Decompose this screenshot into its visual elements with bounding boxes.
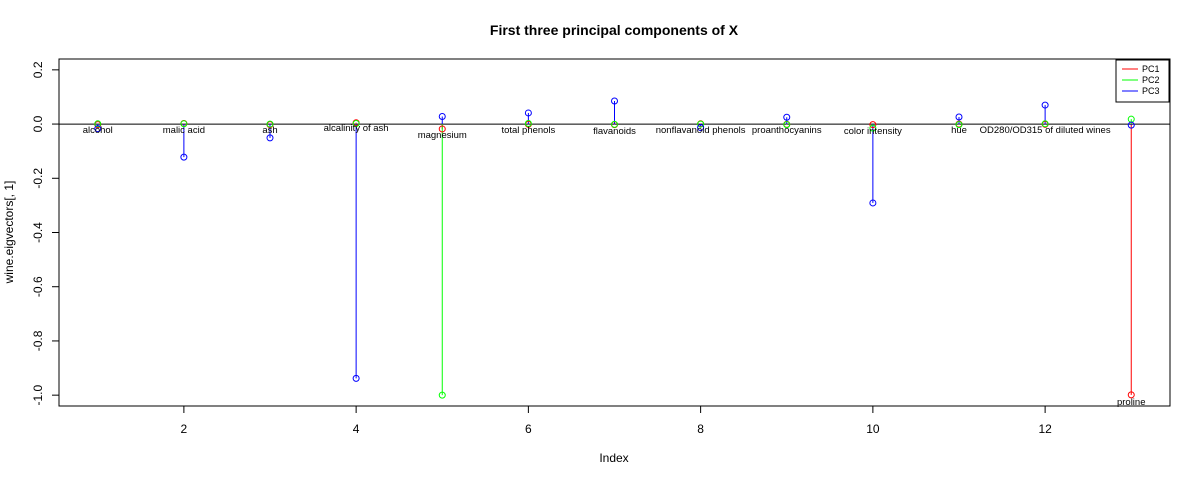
x-tick-label: 8: [697, 422, 704, 436]
legend-box: [1115, 59, 1170, 103]
variable-label: alcohol: [83, 125, 113, 136]
point-pc2: [180, 120, 188, 128]
point-pc3: [1041, 101, 1049, 109]
point-pc3: [611, 97, 618, 105]
x-tick-label: 4: [353, 422, 360, 436]
point-pc3: [955, 113, 963, 121]
point-pc2: [1041, 120, 1049, 128]
y-tick-label: -0.4: [31, 222, 45, 243]
variable-label: magnesium: [418, 130, 467, 141]
variable-label: ash: [262, 125, 277, 136]
point-pc3: [1127, 121, 1135, 129]
point-pc2: [352, 120, 360, 128]
legend-label-pc1: PC1: [1142, 64, 1160, 74]
variable-label: total phenols: [501, 125, 555, 136]
variable-label: flavanoids: [593, 126, 636, 137]
variable-label: hue: [951, 125, 967, 136]
x-tick-label: 6: [525, 422, 532, 436]
point-pc3: [94, 125, 102, 133]
variable-label: color intensity: [844, 126, 902, 137]
x-tick-label: 12: [1038, 422, 1052, 436]
legend-label-pc2: PC2: [1142, 75, 1160, 85]
point-pc2: [697, 120, 705, 128]
point-pc2: [783, 121, 791, 129]
x-tick-label: 10: [866, 422, 880, 436]
point-pc3: [352, 374, 360, 382]
chart-title: First three principal components of X: [490, 22, 739, 38]
point-pc1: [1127, 391, 1135, 399]
point-pc3: [869, 199, 877, 207]
y-axis-label: wine.eigvectors[, 1]: [2, 181, 16, 285]
point-pc3: [697, 124, 705, 132]
point-pc2: [438, 391, 446, 399]
point-pc3: [438, 112, 446, 120]
variable-label: malic acid: [163, 125, 205, 136]
y-tick-label: 0.0: [31, 115, 45, 132]
plot-area: 2 4 6 8 10 12 -1.0 -0.8 -0.6 -0.4 -0.2 0.0 0.2 alcoho…: [31, 58, 1171, 436]
x-tick-label: 2: [181, 422, 188, 436]
legend-label-pc3: PC3: [1142, 86, 1160, 96]
variable-label: OD280/OD315 of diluted wines: [980, 125, 1111, 136]
y-tick-label: -0.8: [31, 330, 45, 351]
x-axis-label: Index: [599, 451, 628, 465]
point-pc2: [611, 120, 618, 128]
point-pc3: [524, 109, 532, 117]
y-tick-label: -0.2: [31, 168, 45, 189]
point-pc2: [524, 120, 532, 128]
point-pc2: [266, 120, 274, 128]
point-pc3: [783, 113, 791, 121]
y-tick-label: -1.0: [31, 384, 45, 405]
point-pc3: [266, 134, 274, 142]
variable-label: nonflavanoid phenols: [656, 125, 746, 136]
variable-label: proline: [1117, 397, 1146, 408]
y-tick-label: -0.6: [31, 276, 45, 297]
variable-label: alcalinity of ash: [324, 123, 389, 134]
variable-label: proanthocyanins: [752, 125, 822, 136]
point-pc2: [955, 121, 963, 129]
point-pc1: [869, 121, 877, 129]
point-pc2: [869, 124, 877, 132]
point-pc2: [94, 120, 102, 128]
y-tick-label: 0.2: [31, 61, 45, 78]
point-pc3: [180, 153, 188, 161]
point-pc1: [438, 125, 446, 133]
